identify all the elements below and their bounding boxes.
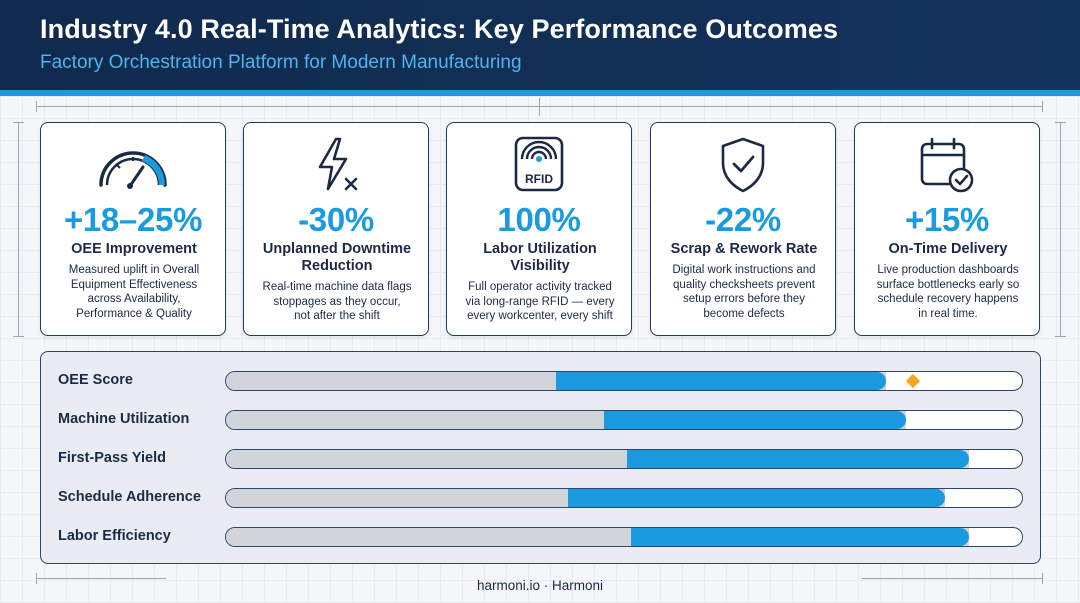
kpi-description: Digital work instructions and quality ch… <box>672 264 816 320</box>
kpi-description: Live production dashboards surface bottl… <box>876 264 1020 320</box>
kpi-description: Full operator activity tracked via long-… <box>465 281 615 322</box>
kpi-description: Real-time machine data flags stoppages a… <box>262 281 412 322</box>
kpi-value: -22% <box>705 201 781 238</box>
bar-row-labor-efficiency: Labor Efficiency <box>41 527 1040 549</box>
kpi-value: -30% <box>298 201 374 238</box>
header-banner: Industry 4.0 Real-Time Analytics: Key Pe… <box>0 0 1080 90</box>
bar-label: Schedule Adherence <box>58 489 201 505</box>
rfid-icon: RFID <box>447 135 631 199</box>
bar-fill <box>627 450 970 468</box>
kpi-label: Scrap & Rework Rate <box>670 241 818 257</box>
kpi-cards: +18–25% OEE Improvement Measured uplift … <box>40 122 1041 336</box>
kpi-card-labor: RFID 100% Labor Utilization Visibility F… <box>446 122 632 336</box>
bar-label: Labor Efficiency <box>58 528 171 544</box>
bar-label: First-Pass Yield <box>58 450 166 466</box>
bar-track <box>225 527 1023 547</box>
bar-label: OEE Score <box>58 372 133 388</box>
kpi-card-delivery: +15% On-Time Delivery Live production da… <box>854 122 1040 336</box>
lightning-off-icon <box>244 135 428 199</box>
bar-track <box>225 488 1023 508</box>
page-subtitle: Factory Orchestration Platform for Moder… <box>40 52 522 73</box>
gauge-icon <box>41 135 225 199</box>
bar-label: Machine Utilization <box>58 411 190 427</box>
kpi-label: On-Time Delivery <box>888 241 1008 257</box>
bar-track <box>225 410 1023 430</box>
bar-row-machine-utilization: Machine Utilization <box>41 410 1040 432</box>
kpi-value: +18–25% <box>63 201 203 238</box>
bar-row-schedule-adherence: Schedule Adherence <box>41 488 1040 510</box>
bar-row-oee-score: OEE Score <box>41 371 1040 393</box>
kpi-label: Labor Utilization Visibility <box>483 241 597 274</box>
shield-check-icon <box>651 135 835 199</box>
bar-fill <box>603 411 906 429</box>
footer-credit: harmoni.io · Harmoni <box>476 578 604 593</box>
svg-text:RFID: RFID <box>525 172 553 186</box>
metrics-bar-panel: OEE Score Machine Utilization First-Pass… <box>40 351 1041 564</box>
kpi-card-scrap: -22% Scrap & Rework Rate Digital work in… <box>650 122 836 336</box>
page-title: Industry 4.0 Real-Time Analytics: Key Pe… <box>40 14 839 44</box>
kpi-label: OEE Improvement <box>71 241 197 257</box>
bar-track <box>225 371 1023 391</box>
bar-fill <box>555 372 886 390</box>
kpi-value: +15% <box>904 201 990 238</box>
bar-fill <box>631 528 970 546</box>
header-accent-stripe <box>0 90 1080 96</box>
kpi-value: 100% <box>497 201 581 238</box>
bar-track <box>225 449 1023 469</box>
kpi-card-oee: +18–25% OEE Improvement Measured uplift … <box>40 122 226 336</box>
bar-row-first-pass-yield: First-Pass Yield <box>41 449 1040 471</box>
bar-fill <box>567 489 946 507</box>
kpi-card-downtime: -30% Unplanned Downtime Reduction Real-t… <box>243 122 429 336</box>
calendar-check-icon <box>855 135 1039 199</box>
kpi-description: Measured uplift in Overall Equipment Eff… <box>68 264 200 320</box>
kpi-label: Unplanned Downtime Reduction <box>262 241 412 274</box>
